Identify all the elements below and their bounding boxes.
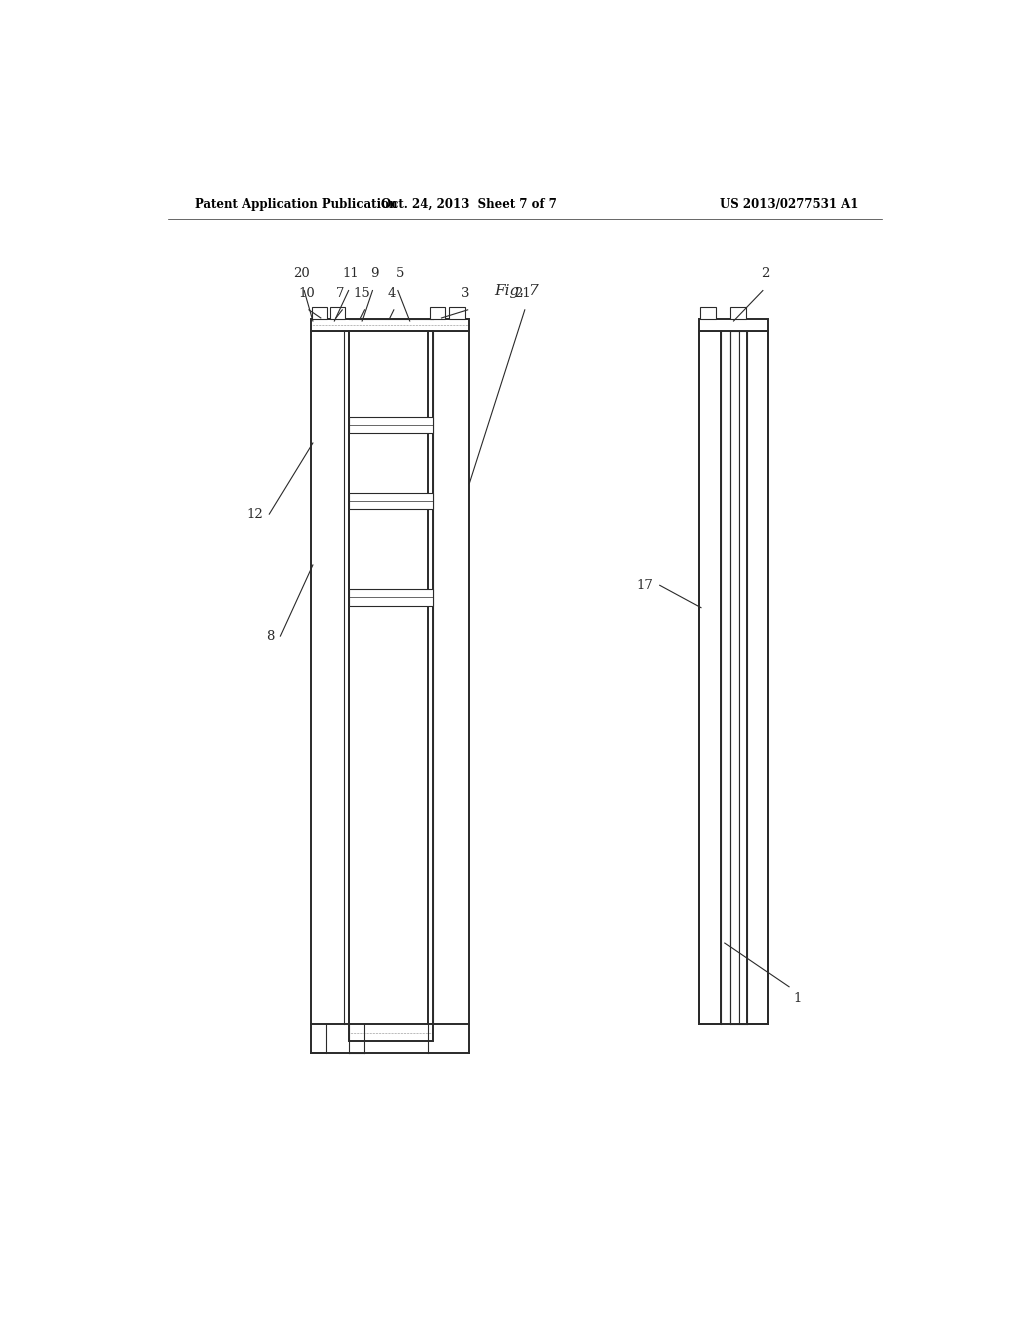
- Text: 7: 7: [336, 286, 344, 300]
- Text: Oct. 24, 2013  Sheet 7 of 7: Oct. 24, 2013 Sheet 7 of 7: [381, 198, 557, 211]
- Bar: [430, 306, 445, 319]
- Text: 8: 8: [265, 630, 274, 643]
- Bar: [348, 1024, 433, 1040]
- Text: 20: 20: [294, 268, 310, 280]
- Text: 4: 4: [387, 286, 395, 300]
- Bar: [748, 331, 768, 1024]
- Bar: [428, 331, 469, 1024]
- Bar: [310, 331, 348, 1024]
- Bar: [699, 319, 768, 331]
- Bar: [331, 306, 345, 319]
- Bar: [699, 331, 721, 1024]
- Bar: [348, 492, 433, 510]
- Bar: [450, 306, 465, 319]
- Text: 2: 2: [761, 268, 769, 280]
- Text: 21: 21: [514, 286, 530, 300]
- Bar: [700, 306, 716, 319]
- Bar: [729, 331, 739, 1024]
- Text: 15: 15: [353, 286, 371, 300]
- Text: 3: 3: [461, 286, 470, 300]
- Text: 1: 1: [793, 991, 802, 1005]
- Text: 10: 10: [298, 286, 315, 300]
- Text: Patent Application Publication: Patent Application Publication: [196, 198, 398, 211]
- Bar: [348, 417, 433, 433]
- Text: 5: 5: [396, 268, 404, 280]
- Bar: [348, 589, 433, 606]
- Text: Fig. 7: Fig. 7: [495, 284, 540, 297]
- Bar: [312, 306, 327, 319]
- Bar: [730, 306, 746, 319]
- Text: 9: 9: [371, 268, 379, 280]
- Text: US 2013/0277531 A1: US 2013/0277531 A1: [720, 198, 858, 211]
- Bar: [310, 319, 469, 331]
- Text: 11: 11: [343, 268, 359, 280]
- Text: 17: 17: [637, 578, 653, 591]
- Text: 12: 12: [246, 508, 263, 520]
- Bar: [739, 331, 748, 1024]
